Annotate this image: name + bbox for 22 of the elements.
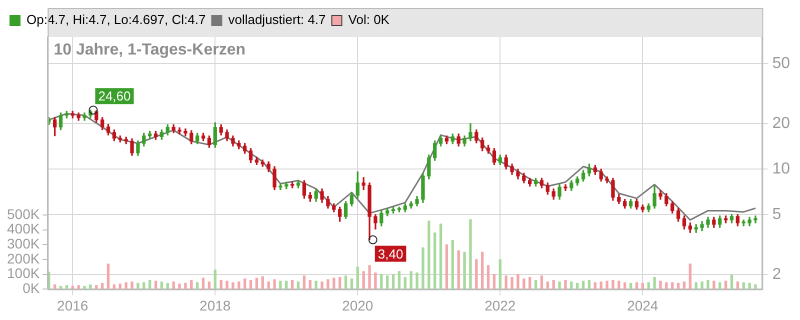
x-tick-label: 2018	[200, 297, 231, 314]
y-tick-label: 20	[772, 115, 790, 132]
y-tick-label: 10	[772, 160, 790, 178]
y2-tick-label: 400K	[6, 220, 40, 237]
legend-label: Op:4.7, Hi:4.7, Lo:4.697, Cl:4.7	[26, 12, 206, 28]
x-tick-label: 2020	[342, 297, 374, 314]
y2-tick-label: 0K	[22, 280, 40, 296]
y-tick-label: 2	[772, 266, 782, 283]
chart-title: 10 Jahre, 1-Tages-Kerzen	[54, 41, 246, 58]
x-tick-label: 2024	[627, 297, 658, 314]
y2-tick-label: 200K	[6, 250, 40, 266]
y-tick-label: 50	[772, 54, 790, 72]
annotation: 24,60	[98, 88, 131, 104]
legend-label: volladjustiert: 4.7	[228, 12, 326, 28]
y2-tick-label: 300K	[6, 236, 40, 252]
x-tick-label: 2022	[484, 297, 516, 314]
annotation: 3,40	[378, 246, 404, 262]
x-tick-label: 2016	[57, 297, 88, 314]
legend-label: Vol: 0K	[348, 12, 390, 28]
y2-tick-label: 100K	[6, 265, 40, 282]
y-tick-label: 5	[772, 206, 782, 223]
y2-tick-label: 500K	[6, 206, 40, 222]
